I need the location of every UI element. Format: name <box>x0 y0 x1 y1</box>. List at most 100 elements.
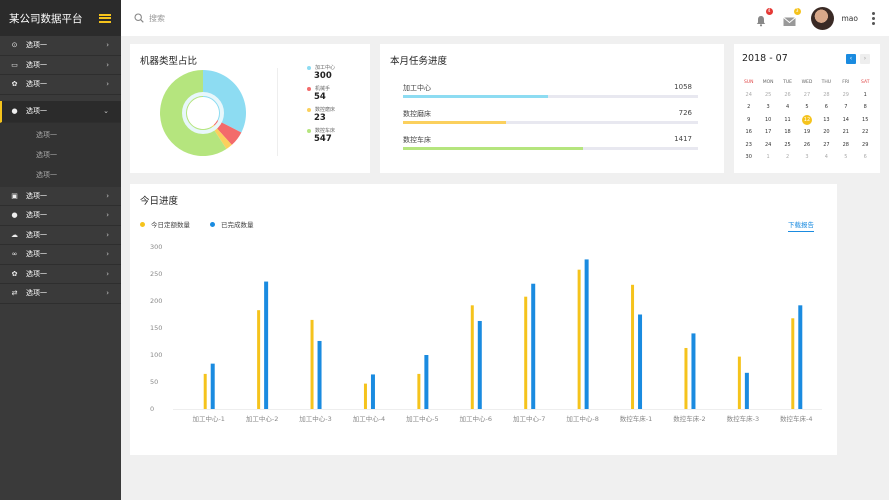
calendar-week-row: 30 1 2 3 4 5 6 <box>739 151 875 164</box>
calendar-day[interactable]: 5 <box>797 104 816 110</box>
calendar-day[interactable]: 14 <box>836 117 855 123</box>
calendar-day-today[interactable]: 12 <box>797 114 816 125</box>
calendar-weekday-row: SUN MON TUE WED THU FRI SAT <box>739 76 875 89</box>
calendar-day-number: 28 <box>842 141 849 148</box>
calendar-day[interactable]: 8 <box>856 104 875 110</box>
sidebar-item[interactable]: ✿ 选项一 › <box>0 75 121 95</box>
calendar-day[interactable]: 1 <box>758 154 777 160</box>
chart-legend-item: 已完成数量 <box>210 219 254 229</box>
calendar-day[interactable]: 22 <box>856 129 875 135</box>
calendar-day[interactable]: 30 <box>739 154 758 160</box>
bell-button[interactable]: 4 <box>755 8 773 27</box>
sidebar-item[interactable]: ● 选项一 › <box>0 206 121 226</box>
sidebar-item[interactable]: ⇄ 选项一 › <box>0 284 121 304</box>
calendar-day[interactable]: 20 <box>817 129 836 135</box>
calendar-day[interactable]: 16 <box>739 129 758 135</box>
shuffle-icon: ⇄ <box>11 289 18 298</box>
calendar-day[interactable]: 19 <box>797 129 816 135</box>
calendar-day[interactable]: 25 <box>778 142 797 148</box>
sidebar-item[interactable]: ∞ 选项一 › <box>0 245 121 265</box>
calendar-day[interactable]: 25 <box>758 92 777 98</box>
bar-completed <box>744 372 749 409</box>
more-options-icon[interactable] <box>872 11 875 25</box>
username[interactable]: mao <box>841 13 859 23</box>
calendar-day-number: 4 <box>785 104 790 111</box>
calendar-week-row: 23 24 25 26 27 28 29 <box>739 139 875 152</box>
menu-toggle-icon[interactable] <box>99 13 111 23</box>
bar-quota <box>363 383 367 409</box>
calendar-day-number: 25 <box>764 91 772 98</box>
calendar-day[interactable]: 26 <box>778 92 797 98</box>
sidebar-item-label: 选项一 <box>26 250 47 259</box>
calendar-month-title: 2018 - 07 <box>742 53 788 64</box>
calendar-day[interactable]: 4 <box>817 154 836 160</box>
calendar-day-number: 3 <box>805 154 809 161</box>
calendar-day-number: 24 <box>764 141 772 148</box>
mail-button[interactable]: 3 <box>782 8 801 26</box>
calendar-day[interactable]: 7 <box>836 104 855 110</box>
bar-quota <box>203 373 207 409</box>
calendar-day[interactable]: 6 <box>817 104 836 110</box>
calendar-day[interactable]: 27 <box>817 142 836 148</box>
y-tick-label: 300 <box>150 243 162 251</box>
calendar-day[interactable]: 1 <box>856 92 875 98</box>
calendar-day[interactable]: 5 <box>836 154 855 160</box>
sidebar-item[interactable]: ▣ 选项一 › <box>0 187 121 206</box>
bar-completed <box>424 355 429 409</box>
sidebar-item[interactable]: ● 选项一 ⌄ <box>0 100 121 123</box>
divider <box>277 68 278 156</box>
calendar-day[interactable]: 4 <box>778 104 797 110</box>
y-tick-label: 150 <box>150 324 162 332</box>
calendar-day[interactable]: 23 <box>739 142 758 148</box>
calendar-day[interactable]: 13 <box>817 117 836 123</box>
calendar-day[interactable]: 6 <box>856 154 875 160</box>
calendar-day[interactable]: 28 <box>836 142 855 148</box>
calendar-day[interactable]: 17 <box>758 129 777 135</box>
search-input[interactable] <box>149 13 299 23</box>
chevron-right-icon: › <box>106 60 109 69</box>
calendar-day[interactable]: 26 <box>797 142 816 148</box>
monthly-progress-card: 本月任务进度 加工中心 1058 数控磨床 726 数控车床 1417 <box>380 44 724 173</box>
calendar-day[interactable]: 3 <box>758 104 777 110</box>
calendar-day[interactable]: 15 <box>856 117 875 123</box>
calendar-day[interactable]: 21 <box>836 129 855 135</box>
app-title: 某公司数据平台 <box>9 12 83 25</box>
brand-bar: 某公司数据平台 <box>0 0 121 36</box>
sidebar-item[interactable]: ▭ 选项一 › <box>0 56 121 75</box>
calendar-day[interactable]: 10 <box>758 117 777 123</box>
calendar-day[interactable]: 27 <box>797 92 816 98</box>
calendar-day[interactable]: 29 <box>856 142 875 148</box>
calendar-day[interactable]: 2 <box>739 104 758 110</box>
download-report-link[interactable]: 下载报告 <box>788 219 814 232</box>
calendar-day[interactable]: 9 <box>739 117 758 123</box>
calendar-day-number: 10 <box>764 116 772 123</box>
calendar-day-number: 22 <box>862 129 869 136</box>
header-actions: 4 3 mao <box>755 0 889 36</box>
donut-slice <box>160 70 227 156</box>
calendar-day[interactable]: 28 <box>817 92 836 98</box>
calendar-day[interactable]: 3 <box>797 154 816 160</box>
chart-legend-label: 今日定额数量 <box>151 221 190 229</box>
sidebar-item[interactable]: ✿ 选项一 › <box>0 265 121 284</box>
sidebar-item[interactable]: ☁ 选项一 › <box>0 226 121 245</box>
x-tick-label: 数控车床-1 <box>620 414 652 423</box>
calendar-day[interactable]: 2 <box>778 154 797 160</box>
search-icon[interactable] <box>134 13 144 23</box>
sidebar-subitem[interactable]: 选项一 <box>36 150 57 159</box>
calendar-day[interactable]: 24 <box>758 142 777 148</box>
prev-month-button[interactable]: ‹ <box>846 54 856 64</box>
calendar-day[interactable]: 24 <box>739 92 758 98</box>
calendar-day-number: 24 <box>745 91 752 98</box>
sidebar-item[interactable]: ⊙ 选项一 › <box>0 36 121 56</box>
y-tick-label: 0 <box>150 405 154 413</box>
next-month-button[interactable]: › <box>860 54 870 64</box>
sidebar-subitem[interactable]: 选项一 <box>36 130 57 139</box>
chart-legend-label: 已完成数量 <box>221 221 254 229</box>
progress-track <box>403 147 698 150</box>
calendar-day[interactable]: 11 <box>778 117 797 123</box>
sidebar-subitem[interactable]: 选项一 <box>36 170 57 179</box>
avatar[interactable] <box>810 6 834 30</box>
dashboard-icon: ⊙ <box>11 41 18 50</box>
calendar-day[interactable]: 29 <box>836 92 855 98</box>
calendar-day[interactable]: 18 <box>778 129 797 135</box>
